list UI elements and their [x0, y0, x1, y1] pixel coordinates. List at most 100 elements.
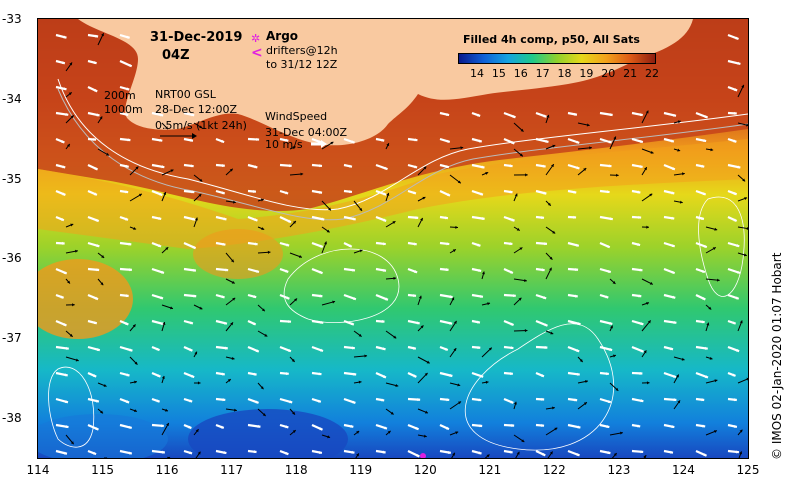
vector-arrowhead	[189, 348, 193, 352]
vector-arrowhead	[69, 333, 73, 337]
vector-arrowhead	[613, 136, 617, 140]
vector-arrowhead	[671, 425, 675, 429]
vector-arrowhead	[285, 451, 289, 455]
vector-arrowhead	[383, 268, 386, 272]
drifter-legend-icon: <	[251, 45, 263, 61]
vector-arrowhead	[649, 281, 653, 285]
vector-arrowhead	[393, 335, 397, 339]
vector-arrowhead	[477, 243, 481, 247]
vector-arrowhead	[261, 227, 265, 230]
wind-scale: 10 m/s	[265, 138, 303, 151]
cool-pocket	[188, 409, 348, 458]
vector-arrowhead	[512, 114, 516, 118]
vector-arrowhead	[197, 381, 201, 385]
vector-arrowhead	[513, 294, 516, 298]
vector-arrowhead	[66, 143, 70, 147]
vector-arrowhead	[646, 225, 649, 229]
vector-arrowhead	[710, 148, 714, 152]
vector-arrowhead	[481, 216, 485, 221]
vector-arrowhead	[384, 166, 388, 170]
vector-arrowhead	[104, 457, 108, 458]
vector-arrowhead	[639, 139, 643, 143]
vector-arrowhead	[288, 319, 292, 324]
vector-arrowhead	[198, 193, 202, 197]
vector-arrowhead	[96, 348, 100, 352]
vector-arrowhead	[542, 164, 546, 168]
vector-arrowhead	[449, 373, 453, 377]
vector-arrowhead	[285, 191, 289, 195]
vector-arrowhead	[127, 138, 131, 142]
x-tick-label: 118	[284, 463, 308, 477]
vector-arrowhead	[286, 372, 289, 376]
colorbar-title: Filled 4h comp, p50, All Sats	[463, 33, 640, 46]
vector-arrowhead	[516, 227, 520, 231]
vector-arrowhead	[222, 163, 225, 168]
vector-arrowhead	[485, 380, 489, 384]
vector-arrowhead	[549, 256, 553, 260]
vector-arrowhead	[606, 244, 610, 248]
vector-arrowhead	[481, 165, 485, 169]
vector-arrowhead	[72, 303, 75, 307]
vector-arrowhead	[671, 166, 675, 170]
vector-arrowhead	[649, 193, 653, 197]
vector-arrowhead	[199, 306, 203, 310]
vector-arrowhead	[673, 320, 677, 324]
vector-arrowhead	[221, 295, 225, 299]
vector-arrowhead	[222, 372, 225, 376]
vector-arrowhead	[746, 226, 748, 231]
vector-arrowhead	[451, 297, 455, 301]
vector-arrowhead	[510, 346, 514, 350]
credit-label: © IMOS 02-Jan-2020 01:07 Hobart	[770, 252, 784, 460]
vector-arrowhead	[95, 427, 99, 431]
vector-arrowhead	[262, 413, 266, 416]
vector-arrowhead	[383, 242, 386, 246]
vector-arrowhead	[229, 168, 233, 172]
vector-arrowhead	[285, 138, 289, 142]
vector-arrowhead	[364, 354, 368, 358]
contour-west	[48, 366, 95, 448]
vector-arrowhead	[234, 408, 237, 412]
vector-arrowhead	[608, 164, 612, 168]
vector-arrowhead	[445, 216, 448, 220]
vector-arrowhead	[156, 347, 160, 351]
contour-200m	[57, 78, 748, 211]
vector-arrowhead	[639, 371, 643, 375]
vector-arrowhead	[509, 242, 513, 246]
vector-arrowhead	[291, 358, 295, 362]
vector-arrowhead	[413, 346, 416, 350]
vector-arrowhead	[544, 323, 548, 327]
vector-arrowhead	[352, 268, 356, 272]
vector-arrowhead	[75, 358, 79, 362]
vector-arrowhead	[420, 217, 423, 221]
vector-arrowhead	[191, 190, 195, 194]
vector-arrowhead	[193, 268, 196, 272]
vector-arrowhead	[705, 375, 709, 379]
vector-arrowhead	[197, 451, 201, 455]
vector-arrowhead	[704, 346, 708, 350]
vector-arrowhead	[125, 322, 129, 325]
vector-arrowhead	[734, 88, 738, 91]
vector-arrowhead	[65, 112, 69, 116]
vector-arrowhead	[520, 128, 524, 132]
vector-arrowhead	[552, 144, 556, 148]
vector-arrowhead	[510, 372, 513, 376]
vector-arrowhead	[324, 241, 327, 245]
vector-arrowhead	[519, 247, 523, 251]
vector-arrowhead	[386, 192, 390, 196]
vector-arrowhead	[455, 225, 458, 229]
vector-arrowhead	[610, 217, 613, 221]
vector-arrowhead	[612, 281, 616, 284]
vector-arrowhead	[734, 398, 737, 402]
vector-arrowhead	[574, 398, 578, 402]
vector-arrowhead	[165, 408, 168, 412]
warm-eddy	[38, 259, 133, 339]
colorbar-tick-label: 21	[623, 67, 638, 80]
vector-arrowhead	[161, 165, 165, 169]
vector-arrowhead	[673, 398, 677, 402]
vector-arrowhead	[702, 296, 706, 300]
vector-arrowhead	[460, 146, 464, 150]
vector-arrowhead	[138, 193, 142, 197]
vector-arrowhead	[162, 322, 166, 325]
vector-arrowhead	[576, 166, 580, 170]
vector-arrowhead	[639, 268, 643, 272]
